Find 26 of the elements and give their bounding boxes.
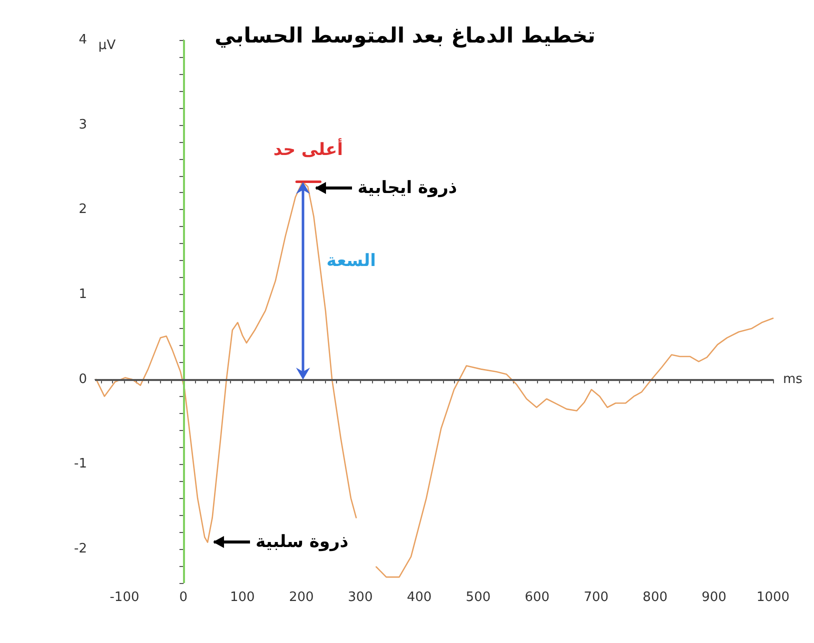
y-tick-label: -2: [74, 542, 87, 557]
y-tick-label: 4: [78, 32, 87, 48]
x-tick-label: 600: [524, 590, 550, 605]
x-tick-label: 100: [230, 590, 255, 605]
chart-title: تخطيط الدماغ بعد المتوسط الحسابي: [214, 24, 596, 48]
x-tick-label: 400: [406, 590, 432, 605]
y-tick-label: -1: [74, 456, 87, 472]
y-tick-label: 0: [78, 372, 87, 387]
series-label: أعلى حد: [273, 140, 343, 160]
x-tick-label: -100: [110, 590, 140, 605]
annotation: السعة: [326, 250, 376, 271]
annotation: ذروة ايجابية: [358, 178, 458, 198]
y-tick-label: 2: [78, 202, 87, 218]
y-axis-title: µV: [98, 38, 116, 53]
annotation: ذروة سلبية: [256, 532, 348, 552]
x-axis-title: ms: [783, 372, 803, 387]
x-tick-label: 700: [584, 590, 609, 605]
y-tick-label: 3: [78, 117, 87, 132]
x-tick-label: 500: [466, 590, 491, 605]
x-tick-label: 1000: [756, 590, 790, 605]
y-tick-label: 1: [78, 287, 87, 302]
x-tick-label: 200: [288, 590, 314, 605]
x-tick-label: 0: [179, 590, 188, 605]
x-tick-label: 300: [348, 590, 373, 605]
x-tick-label: 800: [642, 590, 668, 605]
x-tick-label: 900: [702, 590, 726, 605]
